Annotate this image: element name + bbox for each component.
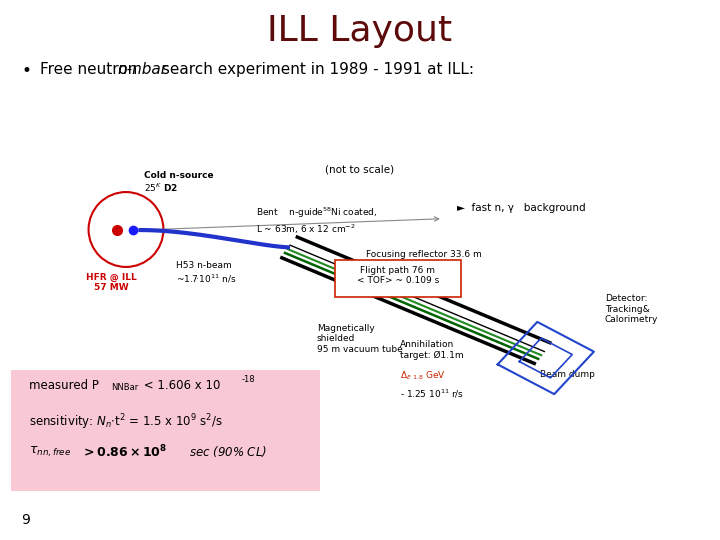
FancyBboxPatch shape xyxy=(11,370,320,491)
Text: ►  fast n, γ   background: ► fast n, γ background xyxy=(457,204,586,213)
Text: $\mathbf{> 0.86 \times 10^8}$: $\mathbf{> 0.86 \times 10^8}$ xyxy=(81,444,167,461)
FancyBboxPatch shape xyxy=(335,260,461,297)
Text: n-nbar: n-nbar xyxy=(117,62,167,77)
Text: $sec$ (90% CL): $sec$ (90% CL) xyxy=(189,444,267,459)
Text: •: • xyxy=(22,62,32,80)
Text: Beam dump: Beam dump xyxy=(540,370,595,379)
Text: Bent    n-guide$^{58}$Ni coated,
L ~ 63m, 6 x 12 cm$^{-2}$: Bent n-guide$^{58}$Ni coated, L ~ 63m, 6… xyxy=(256,206,377,236)
Text: Magnetically
shielded
95 m vacuum tube: Magnetically shielded 95 m vacuum tube xyxy=(317,324,402,354)
Text: NNBar: NNBar xyxy=(112,383,139,393)
Text: Cold n-source
$25^K$ D2: Cold n-source $25^K$ D2 xyxy=(144,171,214,194)
Text: $\tau_{nn,free}$: $\tau_{nn,free}$ xyxy=(29,445,71,460)
Text: (not to scale): (not to scale) xyxy=(325,165,395,175)
Text: ILL Layout: ILL Layout xyxy=(267,14,453,48)
Text: < 1.606 x 10: < 1.606 x 10 xyxy=(140,379,221,392)
Text: HFR @ ILL
57 MW: HFR @ ILL 57 MW xyxy=(86,273,137,292)
Text: H53 n-beam
~1.7·10$^{11}$ n/s: H53 n-beam ~1.7·10$^{11}$ n/s xyxy=(176,261,237,285)
Text: -18: -18 xyxy=(241,375,255,384)
Text: - 1.25 10$^{11}$ r/s: - 1.25 10$^{11}$ r/s xyxy=(400,387,464,400)
Text: sensitivity: $N_n$$\cdot$t$^2$ = 1.5 x 10$^9$ s$^2$/s: sensitivity: $N_n$$\cdot$t$^2$ = 1.5 x 1… xyxy=(29,413,222,432)
Text: Focusing reflector 33.6 m: Focusing reflector 33.6 m xyxy=(366,249,482,259)
Text: 9: 9 xyxy=(22,512,30,526)
Text: Δ$_{E~1.8}$ GeV: Δ$_{E~1.8}$ GeV xyxy=(400,370,446,382)
Text: Flight path 76 m
< TOF> ~ 0.109 s: Flight path 76 m < TOF> ~ 0.109 s xyxy=(356,266,439,285)
Text: Annihilation
target: Ø1.1m: Annihilation target: Ø1.1m xyxy=(400,340,463,360)
Text: search experiment in 1989 - 1991 at ILL:: search experiment in 1989 - 1991 at ILL: xyxy=(157,62,474,77)
Text: Free neutron: Free neutron xyxy=(40,62,142,77)
Text: measured P: measured P xyxy=(29,379,99,392)
Text: Detector:
Tracking&
Calorimetry: Detector: Tracking& Calorimetry xyxy=(605,294,658,324)
